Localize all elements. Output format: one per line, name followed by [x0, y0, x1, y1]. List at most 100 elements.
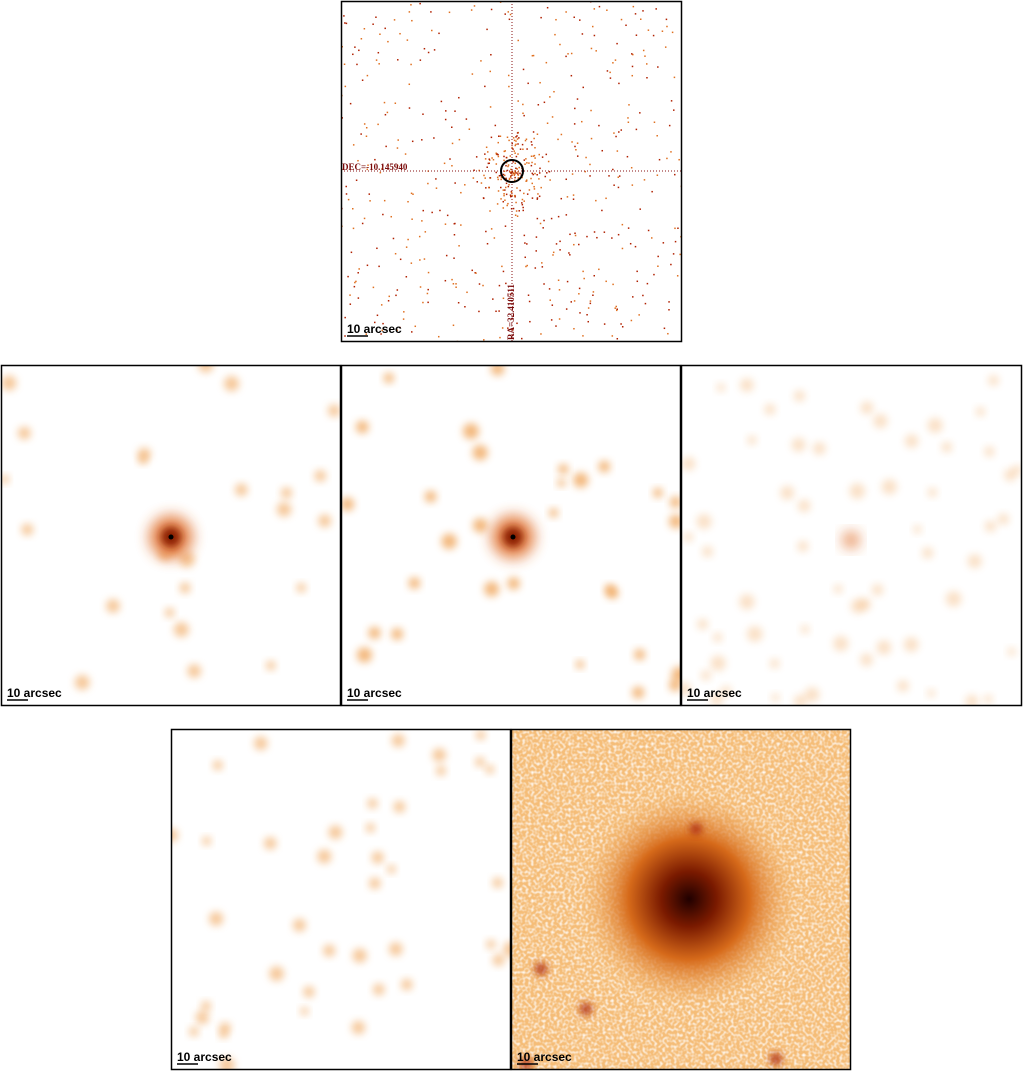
photon — [395, 294, 397, 297]
photon — [500, 176, 503, 179]
photon — [534, 163, 536, 165]
blob — [1, 375, 17, 391]
photon — [408, 107, 411, 109]
blob — [391, 628, 404, 640]
photon — [506, 204, 508, 207]
image-panel: 10 arcsec — [0, 364, 342, 707]
blob — [988, 375, 999, 386]
photon — [390, 215, 392, 218]
photon — [410, 63, 412, 66]
point-source — [770, 1053, 782, 1065]
photon — [515, 172, 517, 174]
photon — [524, 163, 526, 165]
blob — [484, 581, 500, 597]
photon — [522, 206, 524, 209]
photon — [494, 124, 497, 127]
blob — [137, 447, 151, 461]
photon — [427, 182, 429, 185]
photon — [411, 140, 414, 143]
photon — [533, 185, 535, 188]
photon — [586, 313, 588, 316]
photon — [621, 326, 624, 328]
photon — [651, 190, 653, 193]
photon — [497, 155, 500, 158]
photon — [382, 213, 384, 216]
photon — [383, 101, 386, 104]
photon — [396, 164, 399, 167]
photon — [361, 222, 364, 225]
photon — [374, 321, 376, 324]
blob — [747, 626, 763, 642]
photon — [579, 312, 581, 314]
photon — [518, 210, 520, 212]
photon — [387, 300, 390, 302]
photon — [611, 237, 613, 239]
photon — [366, 168, 369, 171]
blob — [179, 551, 195, 568]
blob — [254, 736, 268, 751]
photon — [455, 286, 457, 288]
photon — [536, 198, 539, 200]
photon — [419, 59, 422, 61]
photon — [671, 31, 674, 34]
photon — [513, 179, 516, 182]
photon — [460, 224, 462, 226]
blob — [975, 406, 986, 417]
photon — [528, 162, 530, 164]
photon — [411, 218, 413, 220]
photon — [657, 265, 659, 267]
photon — [503, 170, 506, 172]
photon — [353, 285, 356, 288]
blob — [712, 632, 723, 643]
blob — [189, 1026, 199, 1037]
blob — [355, 420, 369, 434]
photon — [464, 306, 466, 308]
photon — [513, 174, 516, 177]
blob — [548, 508, 559, 518]
photon — [635, 34, 638, 36]
photon — [572, 198, 575, 200]
photon — [524, 139, 527, 142]
photon — [431, 29, 433, 32]
photon — [378, 265, 380, 268]
photon — [523, 114, 525, 117]
photon — [532, 131, 535, 133]
photon — [355, 280, 357, 283]
photon — [578, 293, 580, 295]
photon — [540, 186, 542, 189]
photon — [505, 182, 508, 185]
photon — [552, 251, 555, 254]
photon — [445, 254, 448, 257]
photon — [387, 40, 389, 43]
photon — [419, 286, 422, 288]
photon — [510, 195, 512, 198]
photon — [558, 289, 561, 291]
blob — [671, 666, 681, 683]
image-panel: 10 arcsec — [170, 728, 512, 1071]
photon — [673, 76, 676, 79]
photon — [657, 66, 659, 68]
blob — [700, 670, 711, 681]
blob — [424, 490, 437, 503]
photon — [631, 65, 634, 68]
blob — [276, 502, 292, 517]
blob — [598, 460, 611, 473]
blob — [716, 383, 726, 392]
photon — [511, 194, 513, 197]
photon — [574, 107, 576, 110]
photon — [476, 181, 479, 183]
blob — [983, 694, 993, 704]
blob — [224, 376, 240, 392]
photon — [490, 228, 493, 230]
photon — [490, 8, 493, 11]
photon — [424, 231, 427, 233]
photon — [532, 173, 534, 176]
photon — [361, 79, 364, 81]
photon — [508, 85, 510, 88]
photon — [601, 149, 604, 152]
photon — [528, 189, 531, 191]
blob — [1004, 468, 1017, 482]
photon — [502, 297, 505, 300]
photon — [621, 247, 624, 250]
photon — [509, 13, 512, 16]
